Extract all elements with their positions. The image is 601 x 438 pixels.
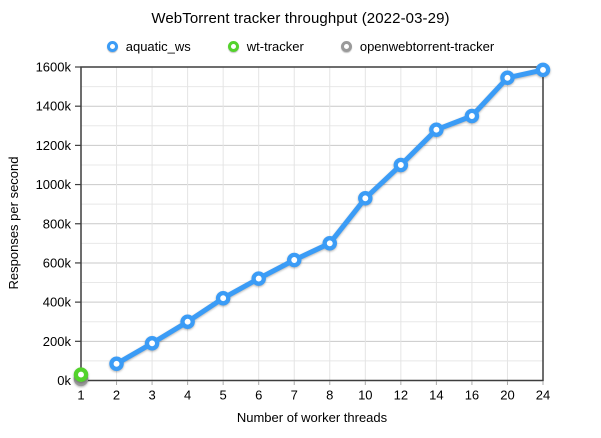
data-point-aquatic_ws xyxy=(500,70,515,86)
data-point-aquatic_ws xyxy=(251,271,266,286)
data-point-aquatic_ws xyxy=(358,191,373,206)
y-tick-label: 200k xyxy=(43,334,72,349)
chart-title: WebTorrent tracker throughput (2022-03-2… xyxy=(151,10,450,27)
data-point-aquatic_ws xyxy=(429,122,444,137)
legend-item-aquatic_ws: aquatic_ws xyxy=(106,39,191,54)
data-point-aquatic_ws xyxy=(393,157,409,173)
chart-legend: aquatic_ws wt-tracker openwebtorrent-tra… xyxy=(0,39,601,54)
x-tick-label: 24 xyxy=(536,388,550,403)
openwebtorrent-tracker-marker-icon xyxy=(340,41,352,52)
x-axis-title: Number of worker threads xyxy=(237,410,388,425)
y-tick-label: 1400k xyxy=(36,99,72,114)
y-tick-label: 1600k xyxy=(36,60,72,75)
x-tick-label: 3 xyxy=(148,388,155,403)
legend-item-wt-tracker: wt-tracker xyxy=(227,39,304,54)
y-tick-label: 800k xyxy=(43,216,72,231)
x-tick-label: 10 xyxy=(358,388,372,403)
data-point-aquatic_ws xyxy=(286,252,302,268)
data-point-aquatic_ws xyxy=(144,336,160,351)
y-axis-title: Responses per second xyxy=(6,157,21,290)
series-aquatic_ws xyxy=(109,62,551,372)
x-tick-label: 7 xyxy=(291,388,298,403)
aquatic-ws-marker-icon xyxy=(106,41,118,52)
y-tick-label: 600k xyxy=(43,255,72,270)
legend-label: wt-tracker xyxy=(246,39,304,54)
data-point-aquatic_ws xyxy=(180,314,195,329)
y-tick-label: 400k xyxy=(43,295,72,310)
x-tick-label: 8 xyxy=(326,388,333,403)
x-tick-label: 1 xyxy=(77,388,84,403)
data-point-wt-tracker xyxy=(73,367,89,382)
series-wt-tracker xyxy=(73,367,89,382)
data-point-aquatic_ws xyxy=(322,236,338,251)
wt-tracker-marker-icon xyxy=(227,41,239,52)
legend-item-openwebtorrent-tracker: openwebtorrent-tracker xyxy=(340,39,495,54)
plot-frame xyxy=(80,66,544,382)
x-tick-label: 20 xyxy=(500,388,514,403)
data-point-aquatic_ws xyxy=(535,62,551,78)
data-point-aquatic_ws xyxy=(109,356,124,372)
legend-label: openwebtorrent-tracker xyxy=(359,39,495,54)
y-tick-label: 1000k xyxy=(36,177,72,192)
y-tick-label: 0k xyxy=(57,373,71,388)
x-tick-label: 12 xyxy=(394,388,408,403)
x-tick-label: 14 xyxy=(429,388,443,403)
y-tick-label: 1200k xyxy=(36,138,72,153)
data-point-aquatic_ws xyxy=(464,108,480,124)
x-tick-label: 4 xyxy=(184,388,191,403)
x-tick-label: 6 xyxy=(255,388,262,403)
x-tick-label: 2 xyxy=(113,388,120,403)
x-tick-label: 5 xyxy=(220,388,227,403)
x-tick-label: 16 xyxy=(465,388,479,403)
data-point-aquatic_ws xyxy=(215,290,231,306)
legend-label: aquatic_ws xyxy=(125,39,191,54)
